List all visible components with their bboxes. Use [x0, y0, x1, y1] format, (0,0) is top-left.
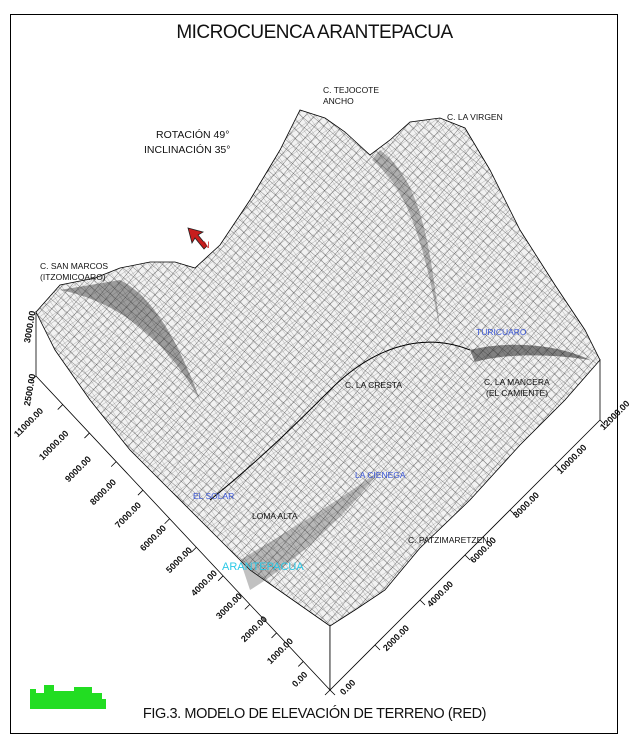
- place-blue-label-3: EL SOLAR: [193, 491, 235, 501]
- figure-title: MICROCUENCA ARANTEPACUA: [176, 22, 453, 43]
- peak-loma-label: LOMA ALTA: [252, 511, 298, 521]
- peak-san-marcos-label-1: C. SAN MARCOS: [40, 261, 109, 271]
- ridge-shading-south: [240, 470, 380, 590]
- y-tick-mark: [324, 689, 331, 696]
- x-tick-mark: [599, 419, 606, 426]
- north-arrow-icon: N: [187, 227, 210, 250]
- peak-la-mancera-label-1: C. LA MANCERA: [484, 377, 550, 387]
- y-tick-mark: [164, 518, 170, 525]
- figure-frame: [10, 14, 618, 734]
- y-tick-mark: [297, 661, 304, 667]
- peak-patzimaretzen-label: C. PATZIMARETZEN: [408, 535, 489, 545]
- y-tick-mark: [57, 404, 64, 410]
- place-blue-label-2: LA CIENEGA: [355, 470, 406, 480]
- peak-la-mancera-label-2: (EL CAMIENTE): [486, 388, 549, 398]
- peak-tejocote-label-2: ANCHO: [323, 96, 354, 106]
- terrain-surface-crossgrid: [36, 110, 600, 626]
- x-tick-mark: [374, 644, 381, 651]
- x-tick-mark: [464, 554, 471, 561]
- peak-tejocote-label-1: C. TEJOCOTE: [323, 85, 380, 95]
- y-tick-mark: [244, 604, 251, 610]
- y-tick-mark: [30, 375, 37, 382]
- y-tick-mark: [110, 461, 117, 467]
- rotation-label: ROTACIÓN 49°: [156, 129, 230, 141]
- y-tick-mark: [271, 632, 277, 639]
- y-tick-mark: [84, 432, 90, 439]
- place-arantepacua-label: ARANTEPACUA: [222, 561, 304, 573]
- x-tick-mark: [554, 464, 561, 471]
- x-tick-mark: [329, 689, 336, 696]
- y-axis-ticks: [30, 375, 331, 696]
- inclination-label: INCLINACIÓN 35°: [144, 144, 231, 156]
- x-tick-mark: [509, 509, 516, 516]
- y-tick-mark: [191, 546, 197, 553]
- figure-caption: FIG.3. MODELO DE ELEVACIÓN DE TERRENO (R…: [142, 706, 487, 722]
- green-logo-icon: [30, 685, 106, 709]
- valley-line: [209, 341, 471, 501]
- peak-san-marcos-label-2: (ITZOMICOARO): [40, 272, 106, 282]
- peak-cresta-label: C. LA CRESTA: [345, 380, 402, 390]
- peak-virgen-label: C. LA VIRGEN: [447, 112, 503, 122]
- y-tick-mark: [137, 489, 144, 496]
- x-axis-ticks: [329, 419, 606, 696]
- ridge-shading-north: [372, 150, 440, 330]
- north-label: N: [203, 240, 210, 250]
- ridge-shading-west: [60, 280, 200, 400]
- place-blue-label-1: TURICUARO: [476, 327, 527, 337]
- x-tick-mark: [419, 599, 426, 606]
- y-tick-mark: [217, 575, 224, 582]
- ridge-shading-east: [470, 344, 590, 362]
